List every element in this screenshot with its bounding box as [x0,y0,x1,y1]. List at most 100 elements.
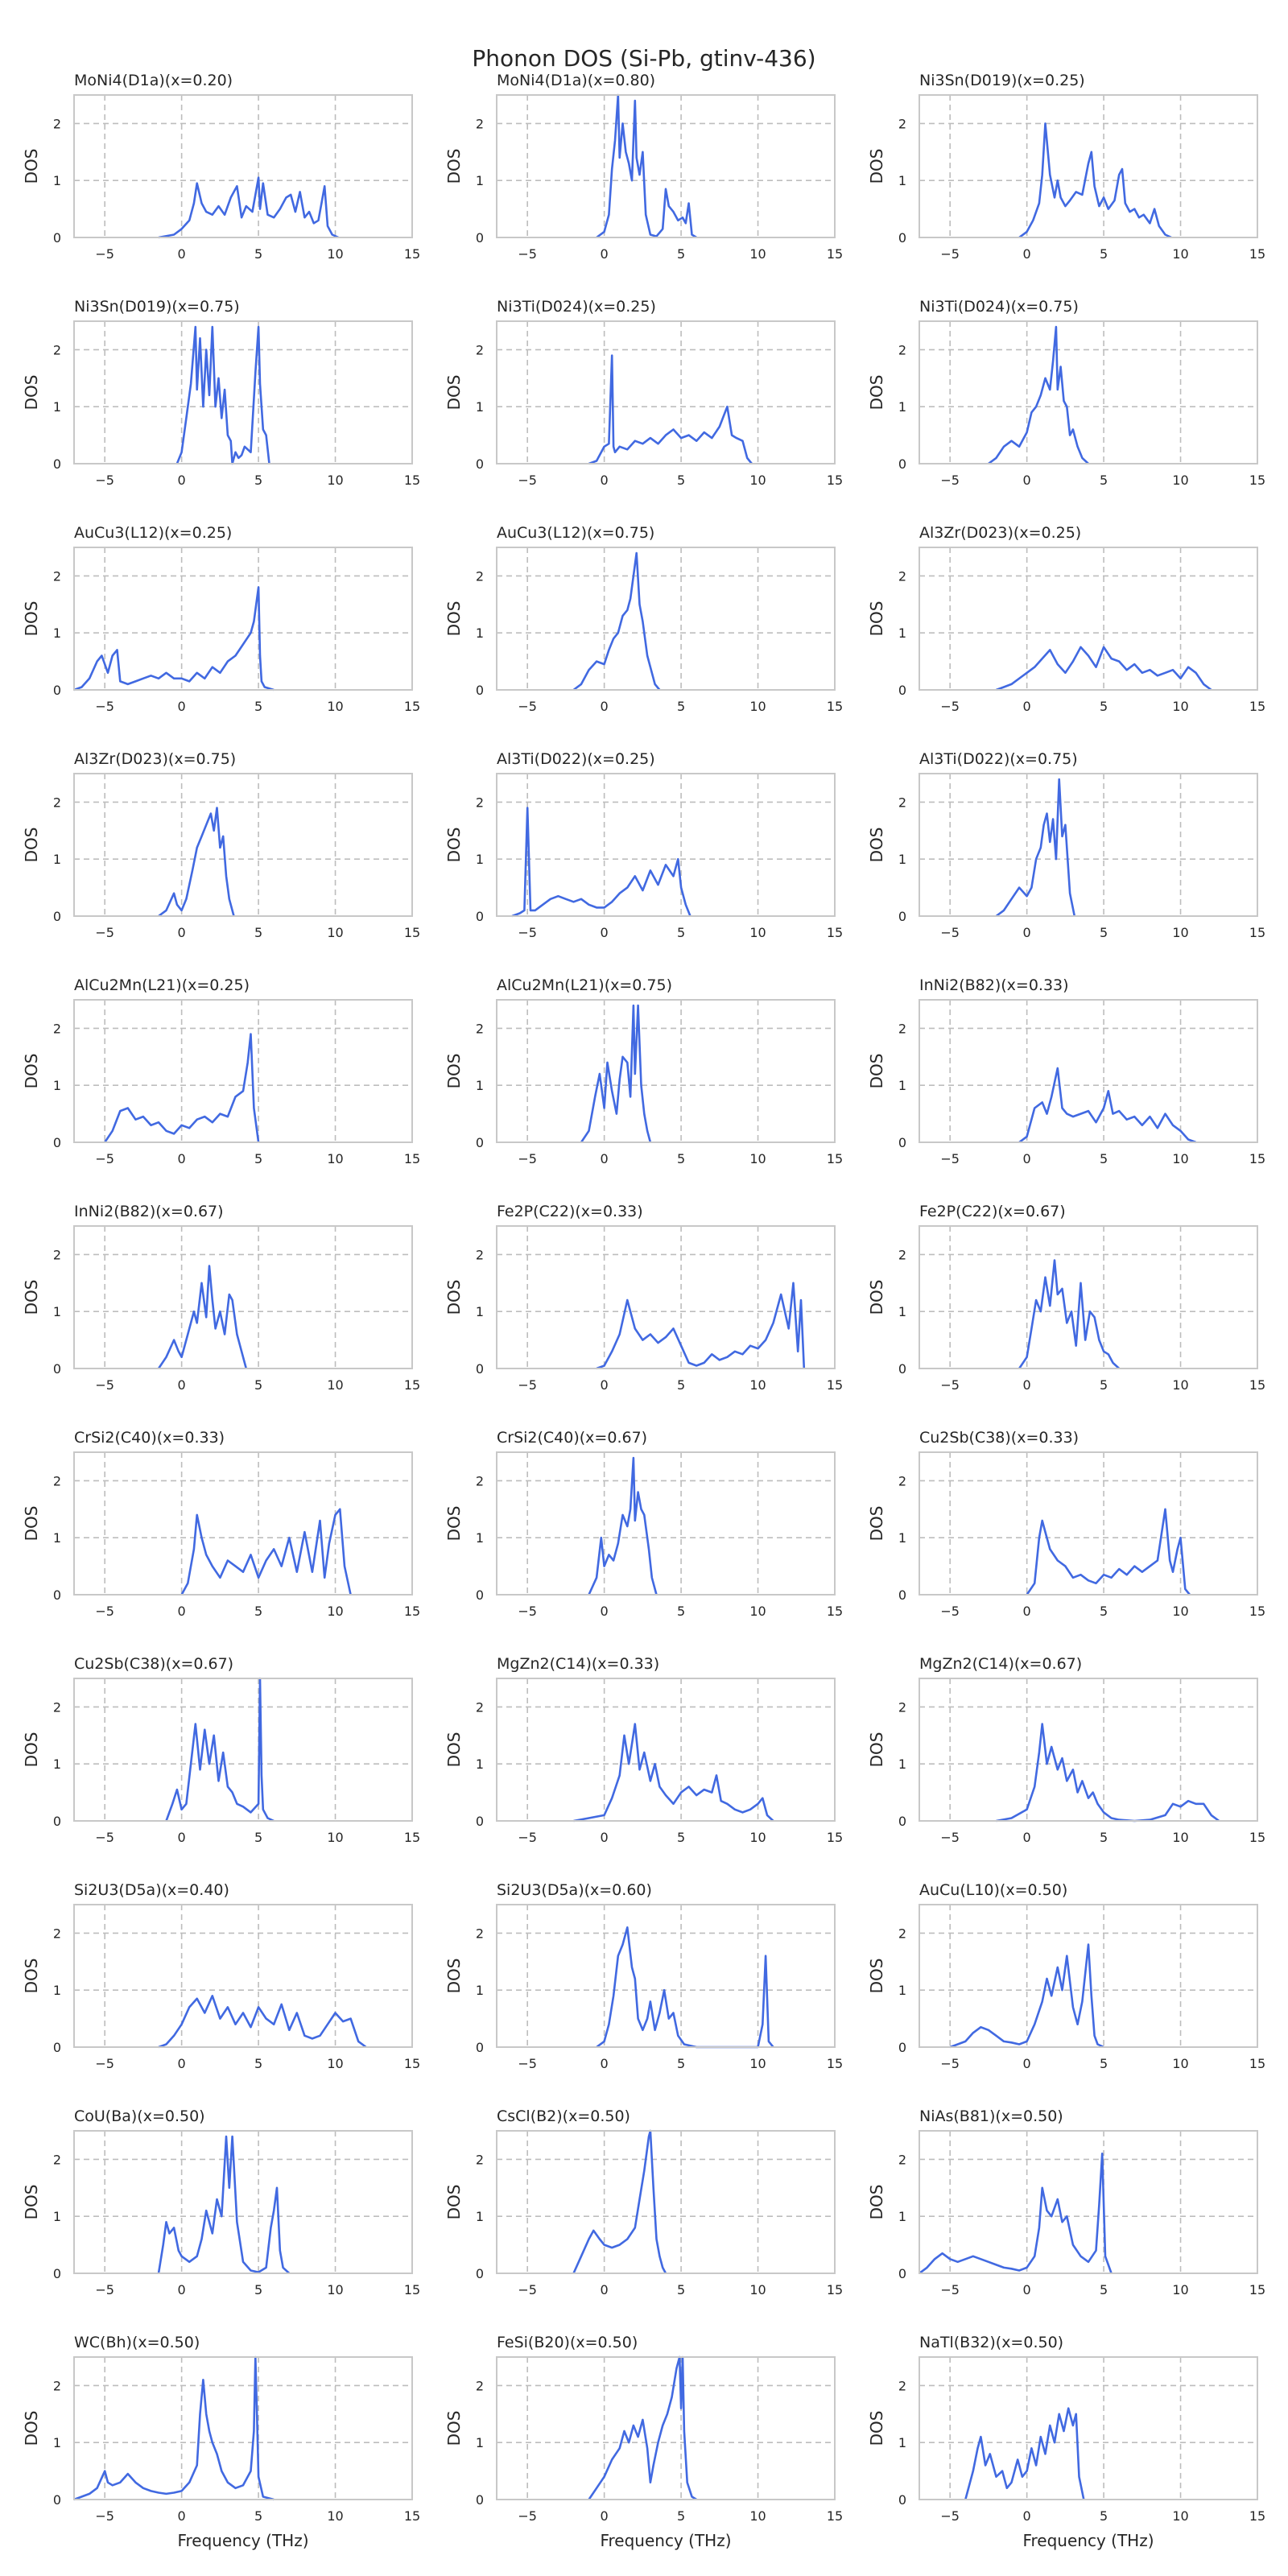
subplot-title: MgZn2(C14)(x=0.67) [919,1655,1082,1673]
y-tick-label: 2 [898,1699,906,1715]
y-axis-label: DOS [444,601,464,637]
y-tick-label: 2 [53,1699,61,1715]
y-tick-label: 1 [53,1530,61,1546]
x-tick-label: 0 [601,925,609,940]
x-tick-label: 5 [1100,1377,1108,1393]
x-tick-label: 10 [1172,925,1188,940]
x-tick-label: 0 [178,1151,186,1166]
dos-series-line [995,778,1076,918]
y-tick-label: 1 [53,1304,61,1319]
x-tick-label: −5 [518,473,537,488]
y-axis-label: DOS [444,1732,464,1768]
x-tick-label: 15 [827,2056,843,2071]
plot-frame [496,547,836,691]
x-tick-label: −5 [95,473,114,488]
y-tick-label: 2 [53,1926,61,1941]
dos-series-line [580,1004,652,1143]
y-tick-label: 2 [53,568,61,584]
x-tick-label: 5 [677,1830,685,1845]
x-axis-label: Frequency (THz) [1022,2531,1154,2550]
y-tick-label: 1 [476,1757,484,1772]
y-tick-label: 0 [898,2040,906,2055]
subplot-title: InNi2(B82)(x=0.33) [919,976,1069,994]
y-tick-label: 2 [476,1699,484,1715]
y-axis-label: DOS [444,375,464,411]
x-tick-label: 0 [178,2056,186,2071]
y-tick-label: 0 [53,1814,61,1829]
x-tick-label: 10 [1172,1151,1188,1166]
subplot-title: WC(Bh)(x=0.50) [74,2334,200,2351]
y-tick-label: 2 [898,116,906,131]
x-tick-label: 0 [1023,246,1031,262]
y-tick-label: 1 [476,2209,484,2224]
plot-frame [496,2130,836,2274]
dos-series-line [165,1677,275,1823]
dos-series-line [996,1723,1220,1823]
x-tick-label: 0 [601,473,609,488]
y-tick-label: 2 [53,1247,61,1262]
plot-frame [496,999,836,1143]
y-tick-label: 1 [53,2435,61,2450]
x-tick-label: 5 [1100,1830,1108,1845]
plot-frame [496,1451,836,1596]
x-tick-label: 5 [1100,246,1108,262]
x-tick-label: 15 [1249,246,1265,262]
x-tick-label: 10 [1172,246,1188,262]
x-tick-label: 10 [749,1377,766,1393]
y-tick-label: 1 [53,1983,61,1998]
plot-frame [496,1678,836,1822]
x-tick-label: −5 [518,1830,537,1845]
plot-frame [73,2130,413,2274]
y-tick-label: 0 [476,456,484,472]
x-tick-label: 0 [601,699,609,714]
y-tick-label: 1 [898,1530,906,1546]
y-tick-label: 1 [898,625,906,641]
y-tick-label: 0 [898,1361,906,1377]
plot-frame [73,547,413,691]
y-tick-label: 0 [53,2492,61,2508]
y-tick-label: 0 [476,1814,484,1829]
x-tick-label: 15 [827,1830,843,1845]
y-tick-label: 1 [898,2209,906,2224]
subplot-title: CsCl(B2)(x=0.50) [497,2107,630,2125]
y-tick-label: 1 [53,1757,61,1772]
x-tick-label: 0 [178,1604,186,1619]
x-tick-label: 0 [178,2508,186,2524]
x-tick-label: 0 [1023,925,1031,940]
plot-frame [919,94,1258,238]
plot-frame [919,547,1258,691]
x-tick-label: 5 [677,925,685,940]
y-tick-label: 1 [898,2435,906,2450]
x-tick-label: 0 [178,2282,186,2297]
x-tick-label: 10 [749,2056,766,2071]
plot-frame [919,1904,1258,2048]
y-tick-label: 0 [898,1135,906,1150]
plot-frame [73,1451,413,1596]
x-tick-label: −5 [95,246,114,262]
x-tick-label: 15 [827,2508,843,2524]
x-tick-label: 0 [601,1151,609,1166]
x-tick-label: 5 [677,1151,685,1166]
x-axis-label: Frequency (THz) [600,2531,731,2550]
y-tick-label: 2 [898,2378,906,2393]
y-axis-label: DOS [22,1280,41,1315]
dos-series-line [1026,1508,1191,1596]
y-tick-label: 0 [53,1135,61,1150]
x-tick-label: 5 [254,925,262,940]
x-tick-label: 15 [827,1377,843,1393]
y-tick-label: 0 [476,1587,484,1603]
x-tick-label: 5 [1100,1604,1108,1619]
y-tick-label: 1 [898,399,906,415]
y-axis-label: DOS [22,149,41,184]
x-tick-label: 10 [749,2508,766,2524]
y-axis-label: DOS [444,2411,464,2446]
y-tick-label: 1 [898,173,906,188]
plot-frame [919,1225,1258,1369]
x-tick-label: 10 [749,699,766,714]
y-axis-label: DOS [22,1506,41,1542]
subplot-title: Ni3Sn(D019)(x=0.75) [74,298,240,316]
y-tick-label: 2 [898,795,906,810]
y-tick-label: 1 [53,173,61,188]
x-tick-label: 15 [404,1151,420,1166]
x-tick-label: 15 [404,925,420,940]
